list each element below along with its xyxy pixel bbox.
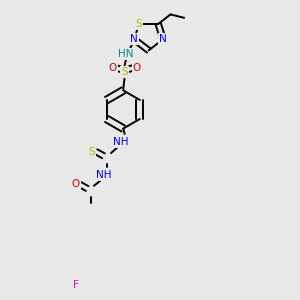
Text: S: S (121, 67, 128, 77)
Text: O: O (133, 63, 141, 73)
Text: S: S (136, 19, 142, 29)
Text: O: O (71, 179, 80, 189)
Text: N: N (159, 34, 167, 44)
Text: N: N (130, 34, 138, 44)
Text: O: O (108, 63, 116, 73)
Text: S: S (88, 147, 95, 157)
Text: NH: NH (96, 170, 112, 180)
Text: F: F (73, 280, 79, 290)
Text: HN: HN (118, 49, 134, 59)
Text: NH: NH (113, 137, 128, 147)
